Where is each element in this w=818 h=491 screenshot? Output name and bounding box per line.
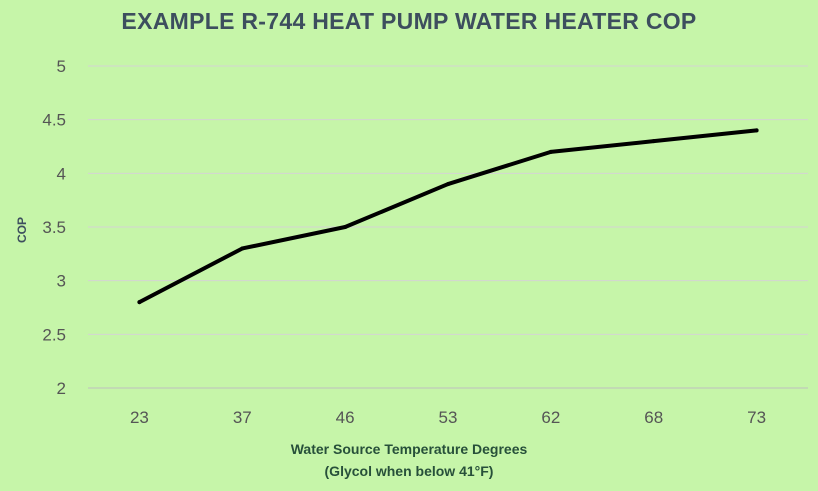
data-point [548, 149, 553, 154]
x-tick-label: 53 [439, 408, 458, 427]
series-line [137, 128, 759, 305]
y-tick-label: 5 [57, 57, 66, 76]
y-tick-label: 3 [57, 272, 66, 291]
series-layer [137, 128, 759, 305]
data-point [137, 300, 142, 305]
x-tick-label: 23 [130, 408, 149, 427]
x-tick-label: 62 [541, 408, 560, 427]
y-tick-label: 2.5 [42, 325, 66, 344]
x-tick-label: 73 [747, 408, 766, 427]
x-axis-title-line-1: Water Source Temperature Degrees [290, 441, 528, 457]
x-tick-label: 37 [233, 408, 252, 427]
x-tick-label: 68 [644, 408, 663, 427]
data-point [240, 246, 245, 251]
x-tick-label: 46 [336, 408, 355, 427]
chart-title: EXAMPLE R-744 HEAT PUMP WATER HEATER COP [121, 8, 697, 34]
y-tick-label: 3.5 [42, 218, 66, 237]
data-point [343, 225, 348, 229]
y-tick-label: 4.5 [42, 111, 66, 130]
y-tick-label: 4 [57, 164, 66, 183]
y-tick-label: 2 [57, 379, 66, 398]
data-point [446, 182, 450, 187]
y-tick-labels: 2 2.5 3 3.5 4 4.5 5 [42, 57, 66, 398]
data-point [754, 128, 759, 133]
x-axis-title-line-2: (Glycol when below 41°F) [324, 463, 494, 479]
gridlines [88, 65, 808, 389]
data-point [651, 139, 656, 144]
x-tick-labels: 23 37 46 53 62 68 73 [130, 408, 766, 427]
